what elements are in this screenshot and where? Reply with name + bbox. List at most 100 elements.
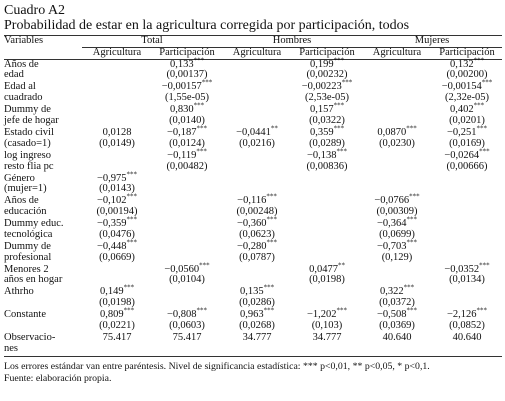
std-error: (0,00836) (306, 160, 348, 172)
coefficient: −0,0560*** (152, 262, 222, 276)
std-error: (0,0787) (239, 251, 275, 263)
significance: *** (266, 238, 278, 247)
coef-value: −0,251 (446, 126, 477, 138)
std-error: (0,00666) (446, 160, 488, 172)
cell (292, 287, 362, 310)
cell: 75.417 (82, 332, 152, 357)
row: Años de educación −0,102*** (0,00194) −0,116… (4, 192, 502, 219)
row: Género (mujer=1) −0,975*** (0,0143) (4, 171, 502, 197)
significance: *** (481, 78, 493, 87)
std-error: (0,0289) (309, 137, 345, 149)
row: Edad al cuadrado −0,00157*** (1,55e-05) −0,0… (4, 78, 502, 105)
note-line: Los errores estándar van entre paréntesi… (4, 360, 430, 372)
row-label: Athrho (4, 287, 82, 310)
coefficient: 0,359*** (292, 125, 362, 139)
cell: 75.417 (152, 331, 222, 357)
significance: *** (263, 306, 275, 315)
significance: *** (406, 124, 417, 133)
coefficient: 0,402*** (432, 102, 502, 116)
coef-value: 0,149 (99, 286, 124, 298)
label-line: Dummy de (4, 240, 51, 252)
corner: Variables (4, 34, 82, 59)
significance: ** (337, 261, 345, 270)
coefficient: −0,808*** (152, 306, 222, 321)
row: Athrho 0,149*** (0,0198) 0,135*** (0,0286) 0,… (4, 283, 502, 310)
cell: −0,703*** (0,129) (362, 239, 432, 265)
std-error: (0,0134) (449, 274, 485, 286)
cell: −0,508*** (0,0369) (362, 307, 432, 333)
significance: *** (476, 124, 488, 133)
row-label: Estado civil (casado=1) (4, 127, 82, 151)
cell (82, 265, 152, 288)
coefficient: −0,102*** (82, 192, 152, 207)
row: Dummy educ. tecnológica −0,359*** (0,0476) −… (4, 216, 502, 242)
significance: ** (270, 124, 278, 133)
std-error: (2,53e-05) (304, 92, 350, 104)
coefficient: 75.417 (82, 332, 152, 344)
coef-value: 0,199 (309, 58, 334, 70)
std-error: (0,0699) (379, 228, 415, 240)
cell (222, 151, 292, 174)
significance: *** (196, 306, 208, 315)
cell (152, 242, 222, 265)
significance: *** (126, 192, 138, 201)
cell: 0,322*** (0,0372) (362, 283, 432, 310)
significance: *** (403, 283, 415, 292)
coef-value: −0,703 (376, 240, 407, 252)
label-line: Observacio- (4, 331, 56, 343)
cell: −0,0352*** (0,0134) (432, 262, 502, 288)
row: Dummy de jefe de hogar 0,830*** (0,0140) 0,1… (4, 102, 502, 128)
cell: 34.777 (292, 331, 362, 357)
coefficient: −0,364*** (362, 216, 432, 230)
coef-value: 0,132 (449, 58, 474, 70)
coef-value: −0,00223 (301, 81, 342, 93)
std-error: (0,0268) (239, 319, 275, 331)
cell (432, 174, 502, 197)
cell (292, 242, 362, 265)
coefficient: 0,963*** (222, 306, 292, 321)
coef-value: 34.777 (242, 331, 272, 343)
significance: *** (333, 124, 345, 133)
std-error: (0,103) (311, 319, 343, 331)
cell: −0,0441** (0,0216) (222, 125, 292, 151)
coef-value: −0,0560 (164, 263, 200, 275)
cell (152, 174, 222, 197)
coef-value: 34.777 (312, 331, 342, 343)
std-error: (0,0852) (449, 319, 485, 331)
significance: *** (333, 56, 345, 65)
std-error: (0,0369) (379, 319, 415, 331)
coef-value: −0,187 (166, 126, 197, 138)
coefficient: −0,00154*** (432, 78, 502, 93)
cell (362, 174, 432, 197)
coef-value: 75.417 (172, 331, 202, 343)
coefficient: −1,202*** (292, 307, 362, 321)
cell: −2,126*** (0,0852) (432, 307, 502, 333)
coefficient: −0,116*** (222, 193, 292, 207)
coefficient: 0,132*** (432, 57, 502, 71)
coef-value: −2,126 (446, 309, 477, 321)
cell (152, 219, 222, 242)
coefficient: 0,199*** (292, 57, 362, 71)
coefficient: 0,157*** (292, 102, 362, 116)
coef-value: −0,116 (237, 195, 267, 207)
label-line: (mujer=1) (4, 183, 47, 195)
label-line: años en hogar (4, 274, 63, 286)
label-line: log ingreso (4, 149, 51, 161)
std-error: (0,0669) (99, 251, 135, 263)
group: Mujeres (362, 35, 503, 48)
significance: *** (479, 147, 490, 156)
corner-text: Variables (4, 35, 44, 46)
coef-value: −0,0766 (374, 195, 410, 207)
coef-value: 0,322 (379, 286, 404, 298)
coefficient: 0,322*** (362, 283, 432, 298)
coef-value: 0,963 (239, 309, 264, 321)
std-error: (0,0201) (449, 114, 485, 126)
significance: *** (126, 238, 138, 247)
significance: *** (196, 124, 208, 133)
row-label: Edad al cuadrado (4, 82, 82, 105)
std-error: (0,00137) (166, 69, 208, 81)
coefficient: −0,251*** (432, 125, 502, 139)
coefficient: 34.777 (222, 331, 292, 344)
coef-value: −0,0441 (236, 126, 271, 138)
results-table: Variables Total Hombres Mujeres Agricult… (4, 34, 503, 357)
